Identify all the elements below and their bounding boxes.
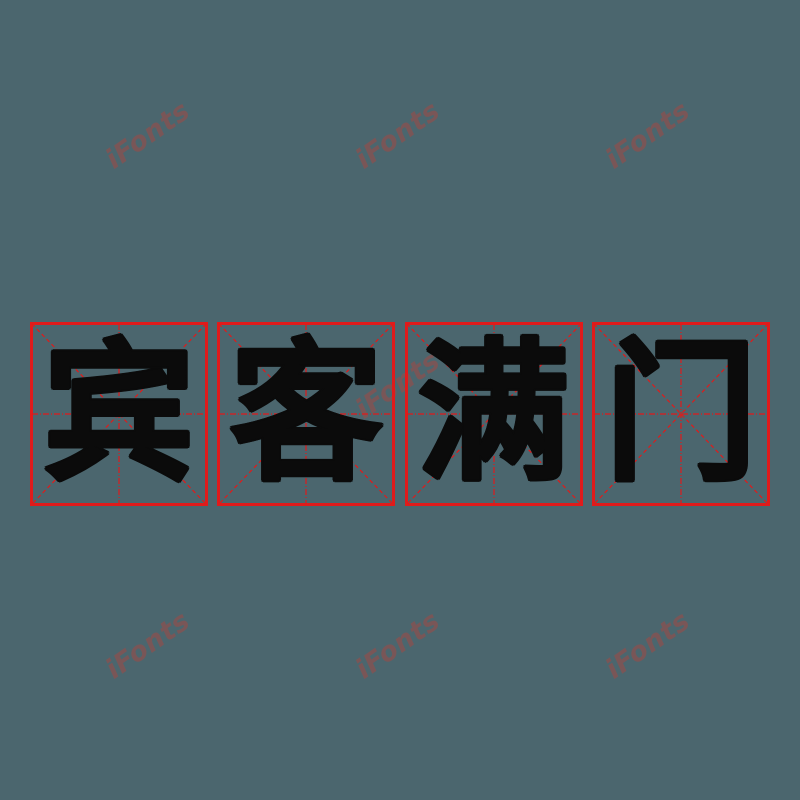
grid-frame-4	[591, 322, 770, 506]
watermark-ifonts: iFonts	[350, 95, 446, 176]
watermark-ifonts: iFonts	[100, 95, 196, 176]
grid-frame-3	[404, 322, 583, 506]
watermark-ifonts: iFonts	[100, 605, 196, 686]
watermark-ifonts: iFonts	[350, 605, 446, 686]
grid-frame-1	[30, 322, 208, 506]
grid-cell-1[interactable]: 宾	[30, 322, 208, 506]
grid-guides-4	[593, 323, 769, 505]
grid-cell-2[interactable]: 客	[217, 322, 396, 506]
grid-frame-2	[217, 322, 396, 506]
character-row: 宾 客 满	[30, 322, 770, 506]
watermark-ifonts: iFonts	[600, 605, 696, 686]
character-men: 门	[604, 325, 757, 502]
character-man: 满	[417, 325, 570, 502]
character-bin: 宾	[43, 325, 195, 502]
grid-guides-3	[406, 323, 582, 505]
grid-cell-3[interactable]: 满	[404, 322, 583, 506]
grid-guides-1	[31, 323, 207, 505]
character-ke: 客	[230, 325, 383, 502]
watermark-ifonts: iFonts	[600, 95, 696, 176]
grid-guides-2	[218, 323, 394, 505]
grid-cell-4[interactable]: 门	[591, 322, 770, 506]
